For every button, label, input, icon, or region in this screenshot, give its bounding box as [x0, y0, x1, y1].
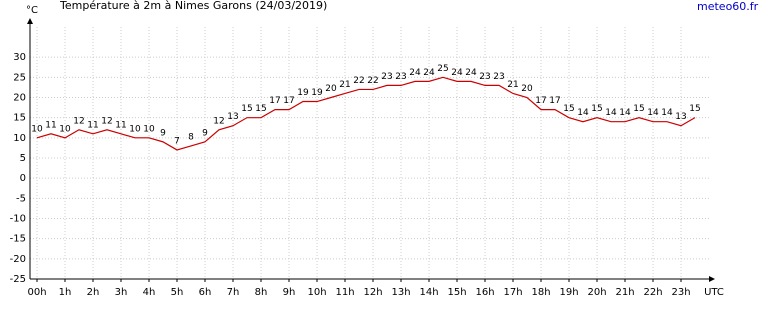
y-tick-label: 0: [20, 173, 26, 184]
y-tick-label: 5: [20, 153, 26, 164]
y-tick-label: 20: [13, 93, 26, 104]
y-axis-label: °C: [26, 5, 38, 16]
data-label: 14: [647, 108, 659, 118]
data-label: 20: [325, 84, 337, 94]
x-tick-label: 00h: [27, 287, 46, 298]
data-label: 9: [202, 128, 208, 138]
data-label: 14: [605, 108, 617, 118]
x-tick-label: 23h: [671, 287, 690, 298]
data-label: 21: [507, 80, 518, 90]
data-label: 21: [339, 80, 350, 90]
x-tick-label: 18h: [531, 287, 550, 298]
x-tick-label: 16h: [475, 287, 494, 298]
data-label: 20: [521, 84, 533, 94]
data-label: 22: [353, 76, 364, 86]
y-tick-label: -25: [10, 274, 26, 285]
x-tick-label: 13h: [391, 287, 410, 298]
x-tick-label: 22h: [643, 287, 662, 298]
data-label: 24: [423, 68, 435, 78]
temperature-line: [36, 76, 696, 151]
data-label: 15: [591, 104, 602, 114]
data-label: 23: [395, 72, 406, 82]
chart-title: Température à 2m à Nimes Garons (24/03/2…: [59, 0, 327, 12]
data-label: 24: [465, 68, 477, 78]
x-tick-label: 14h: [419, 287, 438, 298]
x-tick-label: 20h: [587, 287, 606, 298]
data-label: 10: [59, 124, 71, 134]
y-tick-label: 25: [13, 72, 26, 83]
data-label: 10: [143, 124, 155, 134]
x-tick-label: 10h: [307, 287, 326, 298]
x-tick-label: 21h: [615, 287, 634, 298]
data-label: 8: [188, 132, 194, 142]
x-tick-label: 5h: [171, 287, 184, 298]
data-label: 15: [633, 104, 644, 114]
x-tick-label: 15h: [447, 287, 466, 298]
x-tick-label: 7h: [227, 287, 240, 298]
data-label: 24: [451, 68, 463, 78]
data-label: 24: [409, 68, 421, 78]
data-label: 17: [549, 96, 560, 106]
data-label: 22: [367, 76, 378, 86]
data-label: 7: [174, 136, 180, 146]
y-axis-arrow: [27, 18, 33, 24]
data-label: 11: [45, 120, 56, 130]
data-label: 9: [160, 128, 166, 138]
x-tick-label: 19h: [559, 287, 578, 298]
data-label: 12: [213, 116, 224, 126]
data-label: 10: [129, 124, 141, 134]
data-label: 15: [563, 104, 574, 114]
y-tick-label: -10: [10, 214, 26, 225]
x-tick-label: 12h: [363, 287, 382, 298]
x-tick-label: 4h: [143, 287, 156, 298]
x-tick-label: 3h: [115, 287, 128, 298]
data-label: 23: [479, 72, 490, 82]
source-link[interactable]: meteo60.fr: [697, 0, 759, 13]
data-label: 23: [381, 72, 392, 82]
data-label: 11: [87, 120, 98, 130]
x-tick-label: 1h: [59, 287, 72, 298]
data-label: 11: [115, 120, 126, 130]
data-label: 13: [227, 112, 238, 122]
x-axis-label: UTC: [704, 287, 724, 298]
data-label: 19: [311, 88, 323, 98]
data-label: 12: [73, 116, 84, 126]
y-tick-label: -20: [10, 254, 26, 265]
data-label: 14: [577, 108, 589, 118]
data-label: 10: [31, 124, 43, 134]
x-tick-label: 9h: [283, 287, 296, 298]
x-tick-label: 6h: [199, 287, 212, 298]
data-label: 17: [283, 96, 294, 106]
data-label: 15: [255, 104, 266, 114]
y-tick-label: -15: [10, 234, 26, 245]
x-axis-arrow: [709, 276, 715, 282]
y-tick-label: 30: [13, 52, 26, 63]
data-label: 23: [493, 72, 504, 82]
data-label: 17: [269, 96, 280, 106]
x-tick-label: 17h: [503, 287, 522, 298]
data-label: 14: [661, 108, 673, 118]
x-tick-label: 2h: [87, 287, 100, 298]
data-label: 19: [297, 88, 309, 98]
data-label: 12: [101, 116, 112, 126]
x-tick-label: 11h: [335, 287, 354, 298]
data-label: 14: [619, 108, 631, 118]
data-label: 25: [437, 64, 448, 74]
data-label: 15: [689, 104, 700, 114]
y-tick-label: -5: [16, 193, 26, 204]
x-tick-label: 8h: [255, 287, 268, 298]
y-tick-label: 15: [13, 113, 26, 124]
data-label: 17: [535, 96, 546, 106]
y-tick-label: 10: [13, 133, 26, 144]
data-label: 15: [241, 104, 252, 114]
data-label: 13: [675, 112, 686, 122]
